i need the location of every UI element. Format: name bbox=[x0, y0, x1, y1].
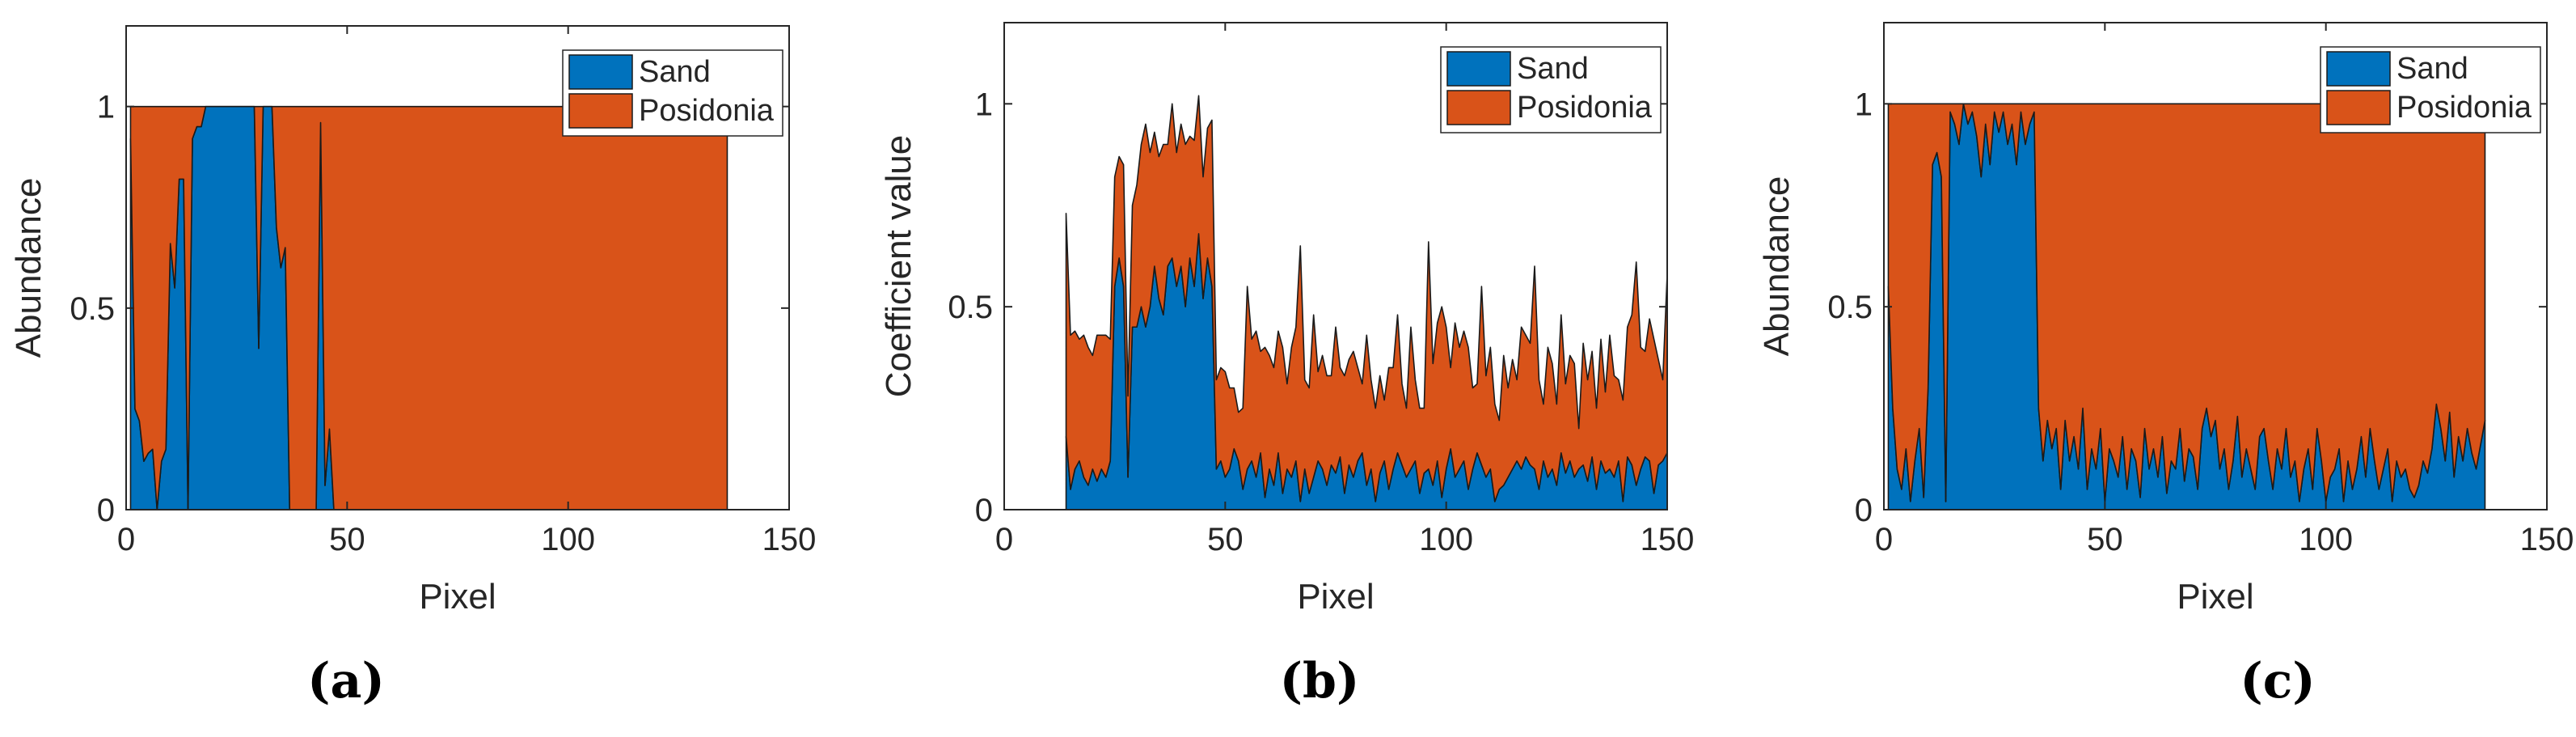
y-tick-label: 1 bbox=[97, 90, 115, 125]
y-tick-label: 0 bbox=[1855, 493, 1873, 528]
legend-label-sand: Sand bbox=[2397, 52, 2468, 86]
x-tick-label: 0 bbox=[995, 522, 1013, 557]
y-tick-label: 0 bbox=[97, 493, 115, 528]
series-area-posidonia bbox=[1887, 103, 2486, 502]
legend-label-posidonia: Posidonia bbox=[639, 94, 775, 128]
legend-swatch-posidonia bbox=[1446, 90, 1511, 125]
x-axis-label: Pixel bbox=[419, 577, 496, 616]
axes-box bbox=[1003, 22, 1668, 510]
legend-label-sand: Sand bbox=[1517, 52, 1589, 86]
y-tick-label: 0.5 bbox=[1827, 290, 1873, 325]
y-tick-label: 0.5 bbox=[70, 291, 115, 327]
y-axis-label: Abundance bbox=[1757, 176, 1797, 357]
legend-swatch-sand bbox=[1446, 51, 1511, 87]
axes-box bbox=[1883, 22, 2548, 510]
chart-panel-3: 0 50 100 150 0 0.5 1 Pixel Abundance Sand Posidoni… bbox=[1757, 22, 2574, 709]
chart-panel-2: 0 50 100 150 0 0.5 1 Pixel Coefficient value Sand… bbox=[879, 22, 1695, 709]
legend-swatch-posidonia bbox=[2326, 90, 2391, 125]
y-tick-label: 0.5 bbox=[948, 290, 993, 325]
x-tick-label: 0 bbox=[117, 522, 135, 557]
panel-label: (a) bbox=[307, 653, 385, 709]
y-tick-label: 1 bbox=[1855, 87, 1873, 122]
y-axis-label: Abundance bbox=[9, 178, 49, 358]
panel-label: (c) bbox=[2240, 653, 2315, 709]
legend-label-posidonia: Posidonia bbox=[1517, 91, 1653, 125]
x-tick-label: 100 bbox=[541, 522, 595, 557]
x-tick-label: 50 bbox=[1207, 522, 1244, 557]
x-tick-label: 100 bbox=[2299, 522, 2353, 557]
x-tick-label: 150 bbox=[1641, 522, 1695, 557]
x-axis-label: Pixel bbox=[1297, 577, 1374, 616]
x-tick-label: 150 bbox=[2520, 522, 2574, 557]
legend-label-posidonia: Posidonia bbox=[2397, 91, 2532, 125]
x-axis-label: Pixel bbox=[2177, 577, 2253, 616]
legend-label-sand: Sand bbox=[639, 55, 711, 89]
axes-box bbox=[125, 25, 790, 510]
y-tick-label: 1 bbox=[975, 87, 993, 122]
y-tick-label: 0 bbox=[975, 493, 993, 528]
x-tick-label: 50 bbox=[329, 522, 365, 557]
x-tick-label: 0 bbox=[1875, 522, 1893, 557]
legend-swatch-posidonia bbox=[568, 93, 633, 129]
legend-swatch-sand bbox=[568, 54, 633, 90]
legend-swatch-sand bbox=[2326, 51, 2391, 87]
x-tick-label: 150 bbox=[762, 522, 817, 557]
x-tick-label: 50 bbox=[2087, 522, 2123, 557]
y-axis-label: Coefficient value bbox=[879, 135, 918, 398]
x-tick-label: 100 bbox=[1419, 522, 1473, 557]
panel-label: (b) bbox=[1280, 653, 1360, 709]
chart-panel-1: 0 50 100 150 0 0.5 1 Pixel Abundance Sand Posidoni… bbox=[9, 25, 817, 709]
